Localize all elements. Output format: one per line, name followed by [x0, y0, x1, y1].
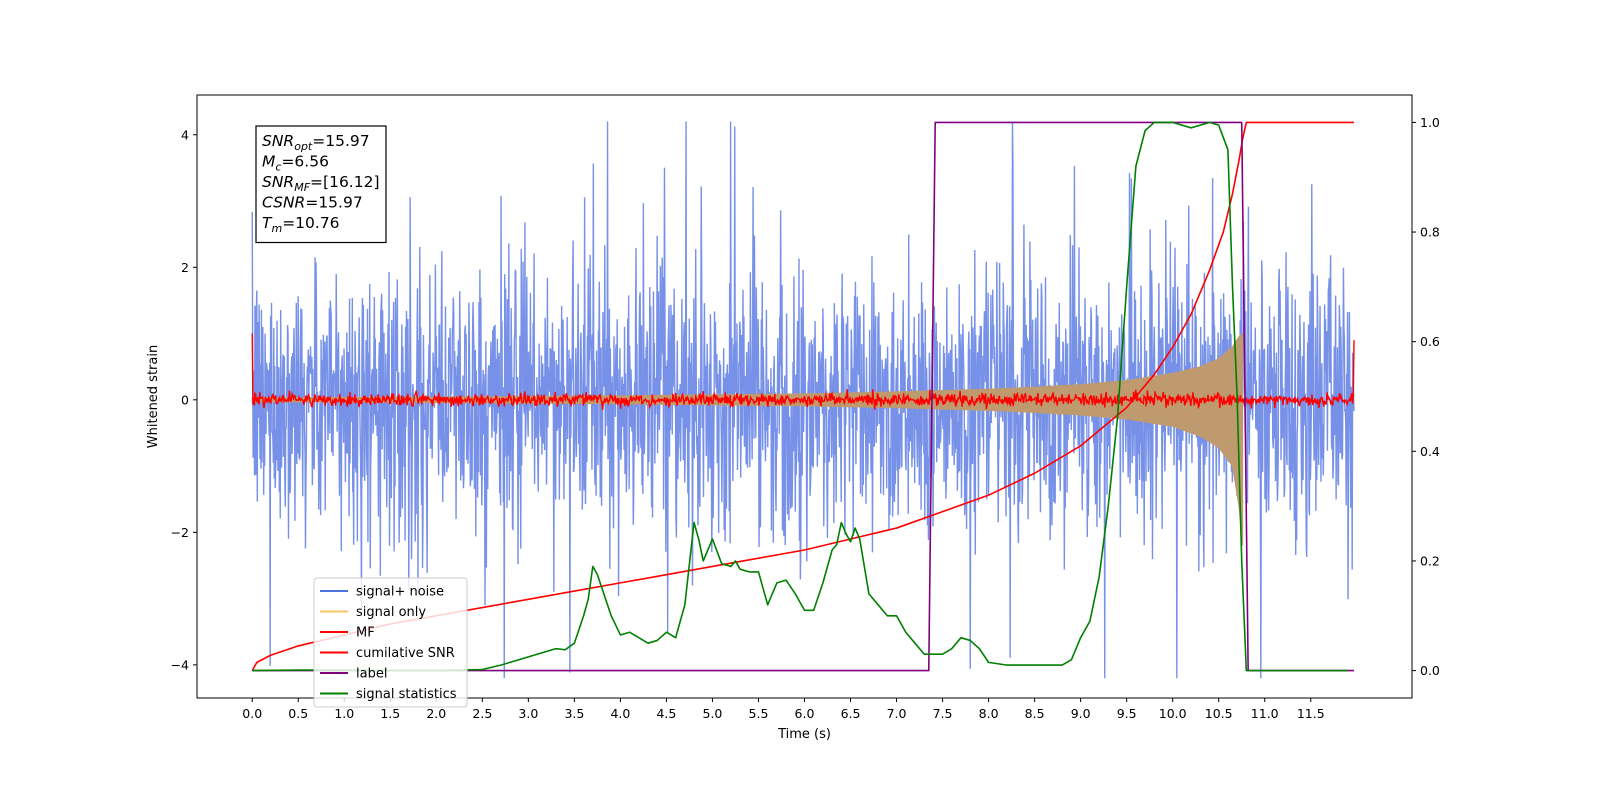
x-axis-label: Time (s) — [777, 727, 831, 742]
annotation-symbol: SNR — [262, 173, 294, 191]
x-tick-label: 1.5 — [380, 706, 400, 721]
legend-entry: cumilative SNR — [356, 646, 455, 661]
x-tick-label: 10.5 — [1205, 706, 1233, 721]
legend: signal+ noise signal only MF cumilative SNR… — [313, 577, 468, 708]
x-tick-label: 9.5 — [1117, 706, 1137, 721]
y-tick-label: 4 — [181, 127, 189, 142]
series-mf — [251, 333, 1355, 411]
x-tick-label: 10.0 — [1159, 706, 1187, 721]
y-axis-label: Whitened strain — [146, 345, 161, 448]
y2-tick-label: 0.4 — [1420, 444, 1440, 459]
y2-tick-label: 1.0 — [1420, 115, 1440, 130]
x-tick-label: 5.0 — [703, 706, 723, 721]
legend-frame — [313, 577, 468, 708]
annotation-symbol: M — [262, 153, 275, 171]
x-tick-label: 11.5 — [1297, 706, 1325, 721]
x-tick-label: 7.0 — [887, 706, 907, 721]
series-signal-noise — [251, 121, 1355, 679]
x-tick-label: 1.0 — [334, 706, 354, 721]
x-axis: 0.0 0.5 1.0 1.5 2.0 2.5 3.0 3.5 4.0 4.5 5.0 5.5 6.0 6… — [242, 698, 1325, 721]
annotation-frame — [255, 125, 387, 244]
annotation-symbol: T — [262, 214, 273, 232]
annotation-subscript: opt — [294, 140, 313, 153]
x-tick-label: 6.5 — [841, 706, 861, 721]
y2-tick-label: 0.6 — [1420, 334, 1440, 349]
legend-entry: MF — [356, 626, 375, 641]
y-tick-label: 0 — [181, 392, 189, 407]
x-tick-label: 11.0 — [1251, 706, 1279, 721]
annotation-value: =10.76 — [282, 214, 339, 232]
annotation-value: =15.97 — [312, 132, 369, 150]
annotation-line: SNRopt=15.97 — [262, 132, 370, 153]
y-axis-right: 0.0 0.2 0.4 0.6 0.8 1.0 — [1412, 115, 1440, 678]
y-axis-left: −4 −2 0 2 4 — [171, 127, 197, 672]
annotation-line: CSNR=15.97 — [262, 194, 363, 212]
y2-tick-label: 0.2 — [1420, 553, 1440, 568]
annotation-value: =15.97 — [305, 194, 362, 212]
x-tick-label: 3.0 — [518, 706, 538, 721]
x-tick-label: 3.5 — [564, 706, 584, 721]
x-tick-label: 8.0 — [979, 706, 999, 721]
annotation-line: SNRMF=[16.12] — [262, 173, 380, 194]
series-signal-statistics — [252, 121, 1348, 672]
x-tick-label: 0.0 — [242, 706, 262, 721]
legend-entry: signal statistics — [356, 687, 457, 702]
x-tick-label: 9.0 — [1071, 706, 1091, 721]
y2-tick-label: 0.8 — [1420, 225, 1440, 240]
x-tick-label: 6.0 — [795, 706, 815, 721]
x-tick-label: 5.5 — [749, 706, 769, 721]
y-tick-label: −2 — [171, 525, 189, 540]
annotation-symbol: CSNR — [262, 194, 305, 212]
x-tick-label: 2.5 — [472, 706, 492, 721]
legend-entry: label — [356, 667, 387, 682]
x-tick-label: 0.5 — [288, 706, 308, 721]
y-tick-label: 2 — [181, 260, 189, 275]
annotation-value: =[16.12] — [310, 173, 379, 191]
annotation-value: =6.56 — [281, 153, 329, 171]
x-tick-label: 7.5 — [933, 706, 953, 721]
annotation-line: Tm=10.76 — [262, 214, 340, 235]
series-signal-only — [251, 332, 1244, 546]
annotation-line: Mc=6.56 — [262, 153, 329, 174]
legend-entry: signal only — [356, 605, 426, 620]
annotation-subscript: c — [275, 161, 281, 174]
y-tick-label: −4 — [171, 657, 189, 672]
annotation-symbol: SNR — [262, 132, 294, 150]
legend-entry: signal+ noise — [356, 585, 444, 600]
annotation-subscript: MF — [294, 181, 310, 194]
annotation-subscript: m — [271, 222, 282, 235]
x-tick-label: 4.5 — [656, 706, 676, 721]
y2-tick-label: 0.0 — [1420, 663, 1440, 678]
x-tick-label: 8.5 — [1025, 706, 1045, 721]
x-tick-label: 4.0 — [610, 706, 630, 721]
x-tick-label: 2.0 — [426, 706, 446, 721]
annotation-box: SNRopt=15.97Mc=6.56SNRMF=[16.12]CSNR=15.… — [255, 125, 387, 244]
